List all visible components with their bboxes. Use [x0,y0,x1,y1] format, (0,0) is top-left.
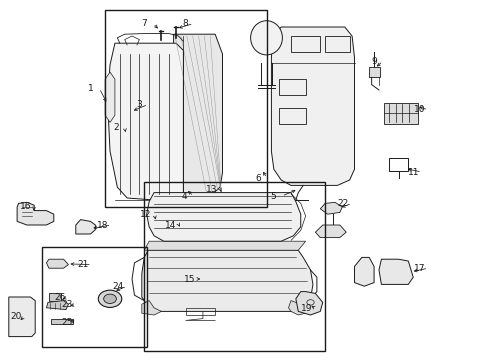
Polygon shape [142,301,161,315]
Text: 2: 2 [113,123,119,132]
Polygon shape [144,241,305,250]
Bar [41,247,146,347]
Polygon shape [315,225,346,238]
Text: 13: 13 [205,184,217,194]
Text: 8: 8 [182,19,187,28]
Text: 19: 19 [301,304,312,313]
Text: 9: 9 [370,57,376,66]
Polygon shape [142,248,312,311]
Text: 7: 7 [141,19,147,28]
Polygon shape [354,257,373,286]
Text: 14: 14 [164,220,176,230]
Polygon shape [378,259,412,284]
Polygon shape [295,292,322,315]
Bar [144,182,325,351]
Text: 26: 26 [54,292,65,301]
Text: 10: 10 [413,105,425,114]
Text: 6: 6 [255,174,261,183]
Text: 25: 25 [61,318,73,327]
Polygon shape [146,193,300,241]
Text: 16: 16 [20,202,31,211]
Polygon shape [105,72,115,122]
Ellipse shape [103,294,116,303]
Polygon shape [49,293,61,301]
Polygon shape [9,297,35,337]
Ellipse shape [98,290,122,307]
Polygon shape [51,319,73,324]
Polygon shape [46,301,68,310]
Text: 24: 24 [112,282,124,291]
Polygon shape [288,301,305,315]
Ellipse shape [250,21,282,55]
Polygon shape [46,259,68,268]
Polygon shape [173,34,222,200]
Polygon shape [76,220,95,234]
Text: 17: 17 [413,264,425,273]
Text: 15: 15 [183,275,195,284]
Polygon shape [368,67,380,77]
Text: 18: 18 [97,220,108,230]
Polygon shape [107,43,183,202]
Text: 12: 12 [140,210,151,219]
Text: 11: 11 [407,167,418,176]
Text: 23: 23 [61,300,73,309]
Text: 5: 5 [269,192,275,201]
Text: 21: 21 [77,260,89,269]
Polygon shape [17,202,54,225]
Polygon shape [320,202,342,214]
Text: 4: 4 [182,192,187,201]
Bar [105,10,266,207]
Text: 1: 1 [87,84,93,93]
Polygon shape [271,27,354,185]
Text: 3: 3 [136,100,142,109]
Text: 22: 22 [337,199,348,208]
Text: 20: 20 [10,311,21,320]
Polygon shape [383,103,417,124]
